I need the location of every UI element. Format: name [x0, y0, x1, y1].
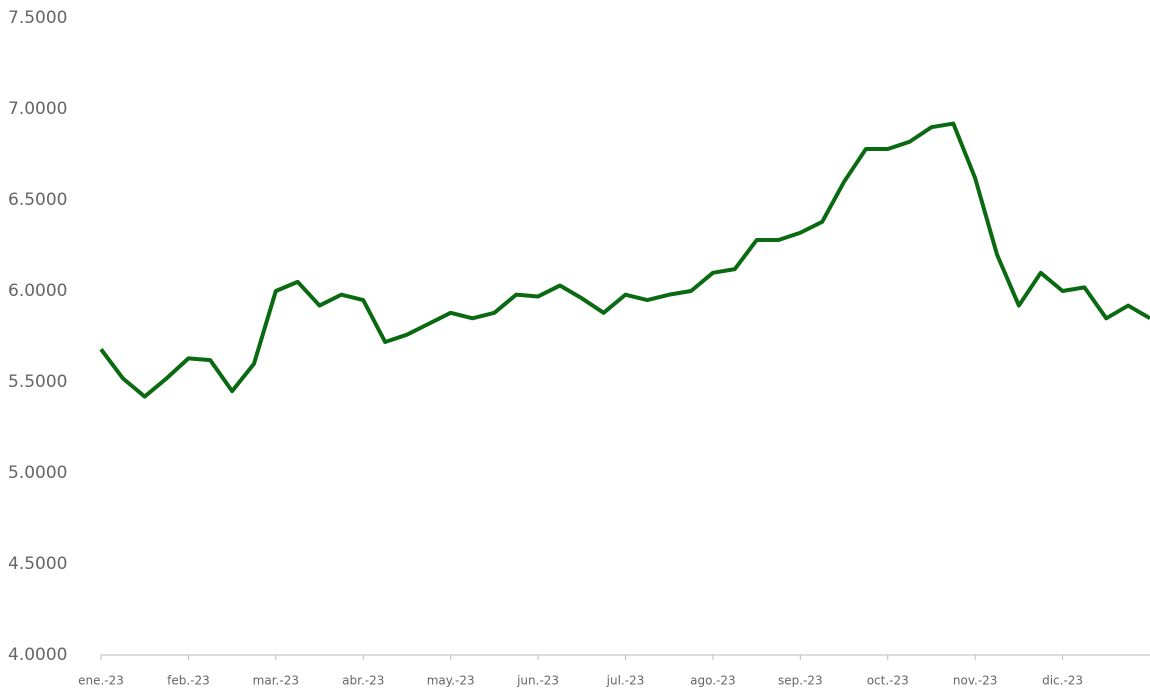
y-tick-label: 7.0000: [8, 99, 67, 119]
line-series: [99, 121, 1150, 399]
x-tick-label: ene.-23: [78, 674, 124, 688]
x-tick-label: mar.-23: [253, 674, 299, 688]
y-tick-label: 7.5000: [8, 8, 67, 28]
x-tick-label: abr.-23: [342, 674, 384, 688]
x-tick-label: ago.-23: [690, 674, 736, 688]
x-tick-label: oct.-23: [867, 674, 909, 688]
y-tick-label: 4.0000: [8, 645, 67, 665]
y-tick-label: 6.0000: [8, 281, 67, 301]
x-tick-label: sep.-23: [778, 674, 823, 688]
x-tick-label: may.-23: [427, 674, 475, 688]
x-tick-label: feb.-23: [167, 674, 210, 688]
y-tick-label: 5.5000: [8, 372, 67, 392]
y-tick-label: 4.5000: [8, 554, 67, 574]
y-tick-label: 5.0000: [8, 463, 67, 483]
x-tick-label: nov.-23: [953, 674, 998, 688]
x-tick-label: jul.-23: [606, 674, 645, 688]
x-tick-label: dic.-23: [1042, 674, 1083, 688]
x-tick-label: jun.-23: [516, 674, 559, 688]
y-tick-label: 6.5000: [8, 190, 67, 210]
